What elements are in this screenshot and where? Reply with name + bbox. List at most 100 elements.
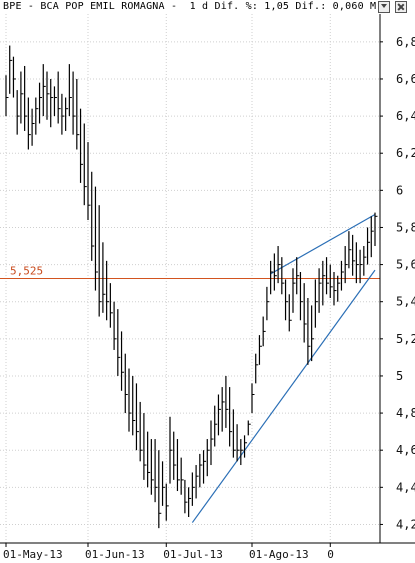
- ohlc-bar: [27, 97, 31, 150]
- ohlc-bar: [124, 353, 128, 414]
- ohlc-bar: [79, 108, 84, 183]
- ohlc-bar: [24, 65, 28, 131]
- x-tick-label: 01-Jul-13: [163, 548, 223, 561]
- ohlc-bar: [94, 186, 98, 291]
- ohlc-bar: [307, 297, 311, 365]
- ohlc-bar: [117, 309, 121, 376]
- ohlc-bar: [217, 394, 221, 436]
- ohlc-bar: [236, 424, 240, 462]
- ohlc-bar: [176, 439, 180, 492]
- ohlc-bar: [359, 249, 363, 284]
- trendline-2: [270, 213, 376, 275]
- ohlc-bar: [247, 420, 251, 436]
- ohlc-bar: [210, 420, 214, 466]
- y-tick-label: 4,4: [396, 480, 415, 494]
- y-tick-label: 6: [396, 183, 403, 197]
- ohlc-bar: [154, 439, 158, 503]
- ohlc-bar: [195, 465, 199, 499]
- ohlc-bar: [53, 86, 57, 117]
- y-axis-ticks: 4,2 4,4 4,6 4,8 5 5,2 5,4 5,6 5,8 6 6,2 6,4 6,6 6,8: [380, 35, 415, 531]
- ohlc-bar: [50, 78, 54, 128]
- ohlc-bar: [303, 283, 307, 343]
- ohlc-bar: [277, 246, 281, 284]
- ohlc-bar: [68, 64, 72, 117]
- ohlc-bar: [139, 401, 143, 462]
- ohlc-bar: [98, 205, 102, 317]
- ohlc-bar: [76, 78, 80, 150]
- trendlines-group: [191, 213, 376, 523]
- ohlc-bar: [322, 260, 326, 306]
- ohlc-bar: [232, 409, 236, 458]
- y-tick-label: 5,6: [396, 258, 415, 272]
- y-tick-label: 4,2: [396, 517, 415, 531]
- ohlc-bar: [281, 257, 285, 295]
- ohlc-bar: [169, 416, 173, 484]
- chart-axes: [0, 14, 415, 544]
- ohlc-bar: [184, 479, 188, 514]
- ohlc-bar: [106, 260, 110, 321]
- ohlc-bar: [9, 45, 13, 94]
- ohlc-bar: [299, 272, 303, 321]
- ohlc-bar: [128, 368, 132, 432]
- ohlc-bar: [311, 305, 315, 362]
- y-tick-label: 6,4: [396, 109, 415, 123]
- ohlc-bar: [31, 108, 35, 146]
- ohlc-bar: [150, 439, 154, 495]
- y-tick-label: 6,6: [396, 72, 415, 86]
- ohlc-bar: [370, 216, 374, 258]
- ohlc-bar: [206, 439, 210, 477]
- ohlc-bar: [35, 97, 39, 135]
- ohlc-bar: [255, 353, 259, 384]
- ohlc-bar: [243, 435, 248, 458]
- x-tick-label: 01-May-13: [3, 548, 63, 561]
- ohlc-bar: [273, 253, 277, 291]
- ohlc-bar: [38, 82, 43, 124]
- ohlc-bar: [158, 450, 162, 529]
- chart-title: BPE - BCA POP EMIL ROMAGNA - 1 d Dif. %:…: [3, 1, 383, 12]
- dropdown-arrow-icon[interactable]: [378, 1, 390, 13]
- ohlc-bar: [337, 275, 341, 302]
- ohlc-bar: [333, 272, 337, 306]
- ohlc-bar: [288, 294, 292, 332]
- title-bar: BPE - BCA POP EMIL ROMAGNA - 1 d Dif. %:…: [0, 0, 415, 14]
- ohlc-bar: [363, 246, 367, 276]
- ohlc-bar: [161, 461, 166, 506]
- ohlc-bar: [16, 90, 20, 135]
- ohlc-bar: [344, 246, 348, 284]
- support-line-group: 5,525: [0, 265, 380, 279]
- x-tick-label: 0: [327, 548, 334, 561]
- ohlc-bar: [20, 71, 24, 124]
- ohlc-bar: [147, 431, 151, 488]
- support-line-label: 5,525: [10, 265, 43, 278]
- ohlc-bar: [102, 242, 106, 313]
- y-tick-label: 5,4: [396, 295, 415, 309]
- ohlc-bar: [348, 231, 352, 269]
- ohlc-bar: [325, 257, 330, 295]
- ohlc-bar: [266, 286, 270, 321]
- ohlc-bar: [91, 171, 95, 261]
- ohlc-bar: [191, 472, 195, 506]
- ohlc-bar: [270, 260, 274, 295]
- ohlc-bar: [314, 279, 318, 328]
- ohlc-bar: [284, 279, 289, 321]
- ohlc-bar: [199, 453, 203, 488]
- ohlc-bar: [251, 383, 255, 414]
- ohlc-bar: [214, 405, 218, 447]
- x-tick-label: 01-Ago-13: [249, 548, 309, 561]
- ohlc-bar: [258, 335, 262, 365]
- x-axis-ticks: 01-May-13 01-Jun-13 01-Jul-13 01-Ago-13 0: [3, 543, 334, 561]
- ohlc-bar: [296, 257, 300, 295]
- ohlc-bar: [87, 142, 91, 221]
- y-tick-label: 5: [396, 369, 403, 383]
- trendline-1: [191, 269, 376, 523]
- y-tick-label: 6,8: [396, 35, 415, 49]
- ohlc-bar: [113, 301, 117, 350]
- ohlc-bar: [340, 260, 344, 291]
- ohlc-bars: [5, 45, 378, 529]
- close-icon[interactable]: [395, 1, 407, 13]
- ohlc-bar: [366, 227, 371, 265]
- ohlc-bar: [352, 234, 356, 276]
- ohlc-bar: [83, 123, 87, 206]
- y-tick-label: 5,2: [396, 332, 415, 346]
